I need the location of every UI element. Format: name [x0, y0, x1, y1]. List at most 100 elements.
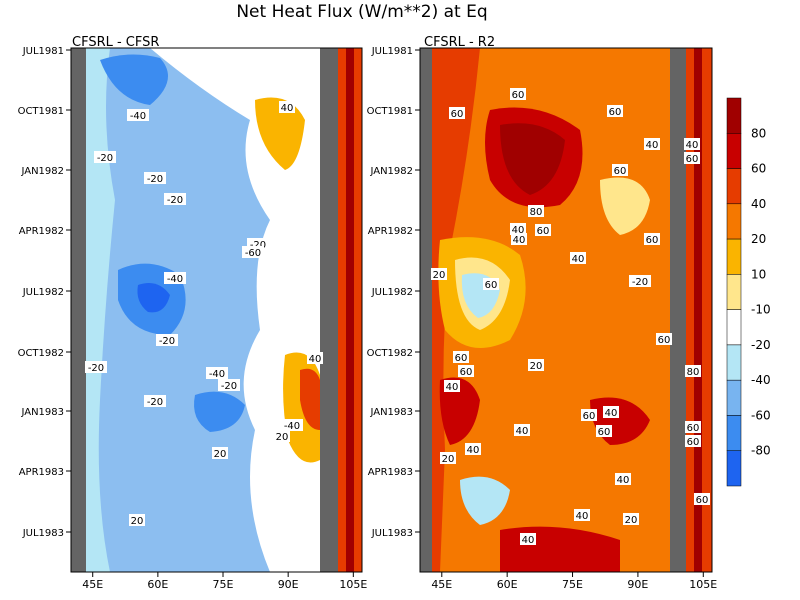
colorbar-swatch: [726, 309, 742, 346]
contour-label: 20: [442, 454, 455, 465]
contour-label: -40: [130, 111, 146, 122]
colorbar-label: -40: [751, 373, 771, 387]
left-dark-blue-core: [137, 282, 170, 313]
contour-label: 40: [281, 103, 294, 114]
contour-label: 60: [696, 495, 709, 506]
y-tick-label: JUL1983: [371, 528, 413, 539]
right-panel-title: CFSRL - R2: [424, 35, 495, 50]
contour-label: 20: [433, 270, 446, 281]
contour-label-bg: [127, 109, 149, 121]
y-tick-label: JUL1983: [22, 528, 64, 539]
left-red-patch: [300, 368, 320, 430]
contour-label: -20: [147, 397, 163, 408]
contour-label-bg: [656, 333, 672, 345]
contour-label-bg: [644, 138, 660, 150]
right-land-mask: [670, 48, 686, 572]
contour-label-bg: [612, 164, 628, 176]
left-blue-patch-1: [100, 54, 168, 105]
contour-label-bg: [694, 493, 710, 505]
right-y-axis: JUL1981 OCT1981 JAN1982 APR1982 JUL1982 OCT19…: [367, 46, 420, 539]
y-tick-label: OCT1982: [18, 348, 64, 359]
contour-label: 40: [309, 354, 322, 365]
right-darkred-core-1: [500, 123, 565, 195]
right-lightblue-pocket-2: [460, 476, 510, 525]
contour-label-bg: [684, 138, 700, 150]
contour-label-bg: [574, 509, 590, 521]
contour-label-bg: [685, 365, 701, 377]
contour-label: -20: [250, 240, 266, 251]
contour-label: 40: [576, 511, 589, 522]
colorbar-label: -80: [751, 444, 771, 458]
contour-label-bg: [483, 278, 499, 290]
colorbar-label: 10: [751, 267, 766, 281]
contour-label-bg: [510, 223, 526, 235]
contour-label: -20: [632, 277, 648, 288]
contour-label-bg: [535, 224, 551, 236]
y-tick-label: JUL1981: [371, 46, 413, 57]
contour-label: 60: [646, 235, 659, 246]
contour-label-bg: [511, 233, 527, 245]
y-tick-label: JAN1982: [369, 166, 413, 177]
contour-label: 40: [446, 382, 459, 393]
contour-label-bg: [570, 252, 586, 264]
contour-label: -20: [97, 153, 113, 164]
contour-label: 60: [485, 280, 498, 291]
contour-label-bg: [274, 430, 290, 442]
colorbar-swatch: [726, 450, 742, 487]
contour-label-bg: [458, 365, 474, 377]
colorbar-swatch: [726, 344, 742, 381]
contour-label: 40: [512, 225, 525, 236]
contour-label-bg: [218, 379, 240, 391]
contour-label-bg: [528, 205, 544, 217]
contour-label-bg: [603, 406, 619, 418]
contour-label: 40: [646, 140, 659, 151]
y-tick-label: OCT1981: [367, 106, 413, 117]
contour-label-bg: [644, 233, 660, 245]
contour-label-bg: [453, 351, 469, 363]
contour-label-bg: [431, 268, 447, 280]
left-panel-title: CFSRL - CFSR: [72, 35, 159, 50]
right-land-mask-west: [420, 48, 432, 572]
colorbar-label: -10: [751, 303, 771, 317]
colorbar-swatch: [726, 168, 742, 205]
contour-label: -40: [284, 421, 300, 432]
contour-label: -40: [167, 274, 183, 285]
figure-title: Net Heat Flux (W/m**2) at Eq: [236, 2, 487, 22]
y-tick-label: APR1983: [368, 467, 413, 478]
contour-label: 60: [609, 107, 622, 118]
contour-label: 60: [614, 166, 627, 177]
contour-label: 60: [598, 427, 611, 438]
contour-label: -20: [88, 363, 104, 374]
contour-label-bg: [156, 334, 178, 346]
contour-label: 60: [658, 335, 671, 346]
contour-label-bg: [449, 107, 465, 119]
contour-label-bg: [85, 361, 107, 373]
contour-label-bg: [528, 359, 544, 371]
colorbar-swatch: [726, 379, 742, 416]
contour-label: 40: [617, 475, 630, 486]
contour-label-bg: [164, 272, 186, 284]
contour-label-bg: [164, 193, 186, 205]
contour-label: 60: [512, 90, 525, 101]
contour-label-bg: [279, 101, 295, 113]
right-panel-frame: [419, 47, 713, 573]
right-contour-labels: 604060406020608040604060402060-206060602…: [431, 88, 710, 546]
right-east-darkred-band: [694, 48, 702, 572]
right-red-band-west: [430, 48, 480, 572]
contour-label-bg: [607, 105, 623, 117]
contour-label: 60: [583, 411, 596, 422]
contour-label-bg: [440, 452, 456, 464]
contour-label: 40: [686, 140, 699, 151]
left-land-mask-west: [71, 48, 86, 572]
contour-label-bg: [212, 447, 228, 459]
colorbar-label: -20: [751, 338, 771, 352]
x-tick-label: 45E: [82, 578, 103, 591]
colorbar-swatch: [726, 274, 742, 310]
contour-label: 20: [625, 515, 638, 526]
contour-label-bg: [307, 352, 323, 364]
contour-label-bg: [596, 425, 612, 437]
contour-label: 40: [513, 235, 526, 246]
contour-label-bg: [581, 409, 597, 421]
contour-label-bg: [514, 424, 530, 436]
